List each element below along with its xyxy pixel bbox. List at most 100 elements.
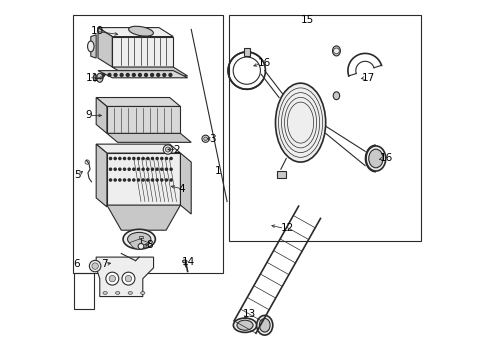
Circle shape [92,263,98,269]
Circle shape [119,179,121,181]
Circle shape [128,157,130,159]
Text: 16: 16 [258,58,271,68]
Circle shape [133,157,135,159]
Text: 10: 10 [91,26,104,36]
Ellipse shape [116,292,120,294]
Circle shape [109,168,112,170]
Circle shape [166,168,168,170]
Polygon shape [98,28,173,37]
Circle shape [163,145,172,154]
Circle shape [166,157,168,159]
Circle shape [114,73,117,76]
Text: 2: 2 [173,144,180,154]
Text: 6: 6 [74,259,80,269]
Circle shape [119,157,121,159]
Circle shape [142,157,144,159]
Polygon shape [98,28,112,67]
Circle shape [142,168,144,170]
Bar [244,48,250,55]
Text: 11: 11 [85,73,98,83]
Ellipse shape [259,319,270,332]
Text: 4: 4 [179,184,185,194]
Circle shape [126,73,129,76]
Circle shape [132,73,135,76]
Circle shape [85,160,89,164]
Polygon shape [91,35,96,58]
Circle shape [114,168,116,170]
Ellipse shape [88,41,94,52]
Circle shape [166,179,168,181]
Circle shape [120,73,123,76]
Circle shape [125,275,132,282]
Bar [229,15,421,241]
Polygon shape [96,144,180,153]
Text: 15: 15 [300,15,314,26]
Polygon shape [112,37,173,67]
Text: 7: 7 [101,259,108,269]
Circle shape [161,157,163,159]
Polygon shape [107,153,180,205]
Ellipse shape [141,292,145,294]
Circle shape [170,179,172,181]
Bar [74,273,95,309]
Polygon shape [98,71,188,78]
Circle shape [142,179,144,181]
Ellipse shape [275,83,326,162]
Ellipse shape [237,320,253,330]
Circle shape [169,73,172,76]
Circle shape [123,179,125,181]
Polygon shape [107,134,191,142]
Circle shape [133,179,135,181]
Circle shape [114,179,116,181]
Bar [73,15,223,273]
Circle shape [170,157,172,159]
Circle shape [156,179,158,181]
Circle shape [128,168,130,170]
Circle shape [170,168,172,170]
Circle shape [137,157,140,159]
Circle shape [202,135,209,142]
Circle shape [204,137,207,140]
Circle shape [108,73,111,76]
Polygon shape [96,98,107,134]
Polygon shape [96,98,180,107]
Circle shape [156,168,158,170]
Ellipse shape [93,75,97,81]
Circle shape [151,179,153,181]
Ellipse shape [128,292,132,294]
Polygon shape [112,67,188,76]
Text: 17: 17 [362,73,375,83]
Ellipse shape [123,229,155,249]
Text: 9: 9 [85,111,92,121]
Circle shape [163,73,166,76]
Bar [139,235,143,238]
Ellipse shape [128,26,153,36]
Circle shape [89,260,101,272]
Text: 12: 12 [281,224,294,233]
Ellipse shape [366,146,386,171]
Circle shape [151,157,153,159]
Wedge shape [130,239,148,249]
Text: 5: 5 [74,170,81,180]
Bar [277,171,286,178]
Text: 13: 13 [243,310,256,319]
Circle shape [119,168,121,170]
Circle shape [166,147,171,152]
Circle shape [156,157,158,159]
Circle shape [147,179,149,181]
Circle shape [161,168,163,170]
Circle shape [161,179,163,181]
Circle shape [334,48,339,54]
Text: 1: 1 [215,166,221,176]
Ellipse shape [127,232,151,246]
Circle shape [147,157,149,159]
Ellipse shape [333,92,340,100]
Circle shape [123,157,125,159]
Circle shape [106,272,119,285]
Text: 8: 8 [147,239,153,249]
Circle shape [151,168,153,170]
Circle shape [137,168,140,170]
Circle shape [122,272,135,285]
Ellipse shape [103,292,107,294]
Circle shape [137,179,140,181]
